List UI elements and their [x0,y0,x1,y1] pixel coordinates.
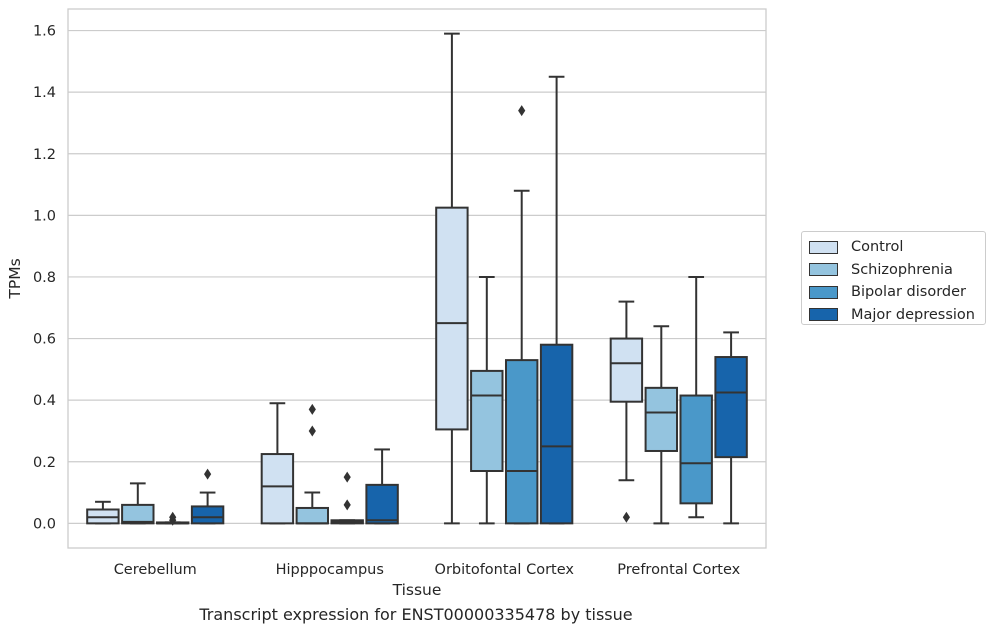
box-1-3 [365,448,399,525]
y-tick-label: 0.4 [33,393,56,409]
outlier-point [622,511,630,523]
outlier-point [204,468,212,480]
legend-label: Control [851,239,904,256]
box-0-1 [121,482,155,525]
box-1-1 [295,403,330,525]
box-iqr [260,453,295,525]
box-iqr [539,343,574,525]
y-axis-title: TPMs [6,258,24,299]
outlier-point [308,403,316,415]
box-2-2 [504,105,539,525]
box-3-2 [679,275,713,519]
box-0-0 [86,500,120,525]
box-iqr [295,506,330,525]
x-tick-label: Cerebellum [114,562,197,578]
boxes [86,32,748,526]
legend-swatch-bipolar [809,285,838,299]
box-iqr [470,369,504,472]
y-tick-label: 0.8 [33,270,56,286]
y-tick-label: 0.2 [33,455,56,471]
y-tick-label: 1.2 [33,147,56,163]
legend-swatch-schizophrenia [809,263,838,277]
outlier-point [518,105,526,117]
legend-item-bipolar: Bipolar disorder [809,281,985,304]
box-0-3 [190,468,225,525]
outlier-point [169,511,177,523]
box-1-0 [260,402,295,525]
legend-swatch-control [809,240,838,254]
y-tick-label: 1.0 [33,208,56,224]
legend-item-major-depression: Major depression [809,304,985,327]
box-2-3 [539,75,574,525]
box-3-1 [644,325,679,525]
box-iqr [714,356,748,459]
x-tick-label: Prefrontal Cortex [617,562,740,578]
box-iqr [365,483,399,525]
x-tick-labels: Cerebellum Hipppocampus Orbitofontal Corte… [114,562,741,578]
box-iqr [609,337,644,403]
legend-label: Bipolar disorder [851,284,966,301]
outlier-point [343,499,351,511]
box-iqr [504,359,539,525]
box-1-2 [330,471,364,525]
x-tick-label: Orbitofontal Cortex [435,562,575,578]
box-3-0 [609,300,644,523]
legend-item-schizophrenia: Schizophrenia [809,259,985,282]
box-iqr [190,505,225,525]
legend-item-control: Control [809,236,985,259]
box-0-2 [155,511,190,526]
x-axis-title: Tissue [392,581,442,599]
box-3-3 [714,331,748,525]
box-2-0 [435,32,469,525]
box-iqr [679,394,713,505]
outlier-point [308,425,316,437]
plot-frame [67,8,767,549]
box-iqr [121,503,155,525]
y-tick-labels: 0.0 0.2 0.4 0.6 0.8 1.0 1.2 1.4 1.6 [33,24,56,533]
legend-label: Major depression [851,306,975,323]
x-tick-label: Hipppocampus [276,562,384,578]
box-iqr [644,386,679,452]
y-tick-label: 1.6 [33,24,56,40]
legend: Control Schizophrenia Bipolar disorder M… [801,231,986,325]
outlier-point [343,471,351,483]
box-iqr [435,206,469,431]
legend-swatch-major-depression [809,308,838,322]
box-2-1 [470,275,504,525]
chart-caption: Transcript expression for ENST0000033547… [199,605,633,624]
y-tick-label: 1.4 [33,85,56,101]
legend-label: Schizophrenia [851,261,953,278]
gridlines [68,29,766,524]
y-tick-label: 0.6 [33,332,56,348]
y-tick-label: 0.0 [33,516,56,532]
